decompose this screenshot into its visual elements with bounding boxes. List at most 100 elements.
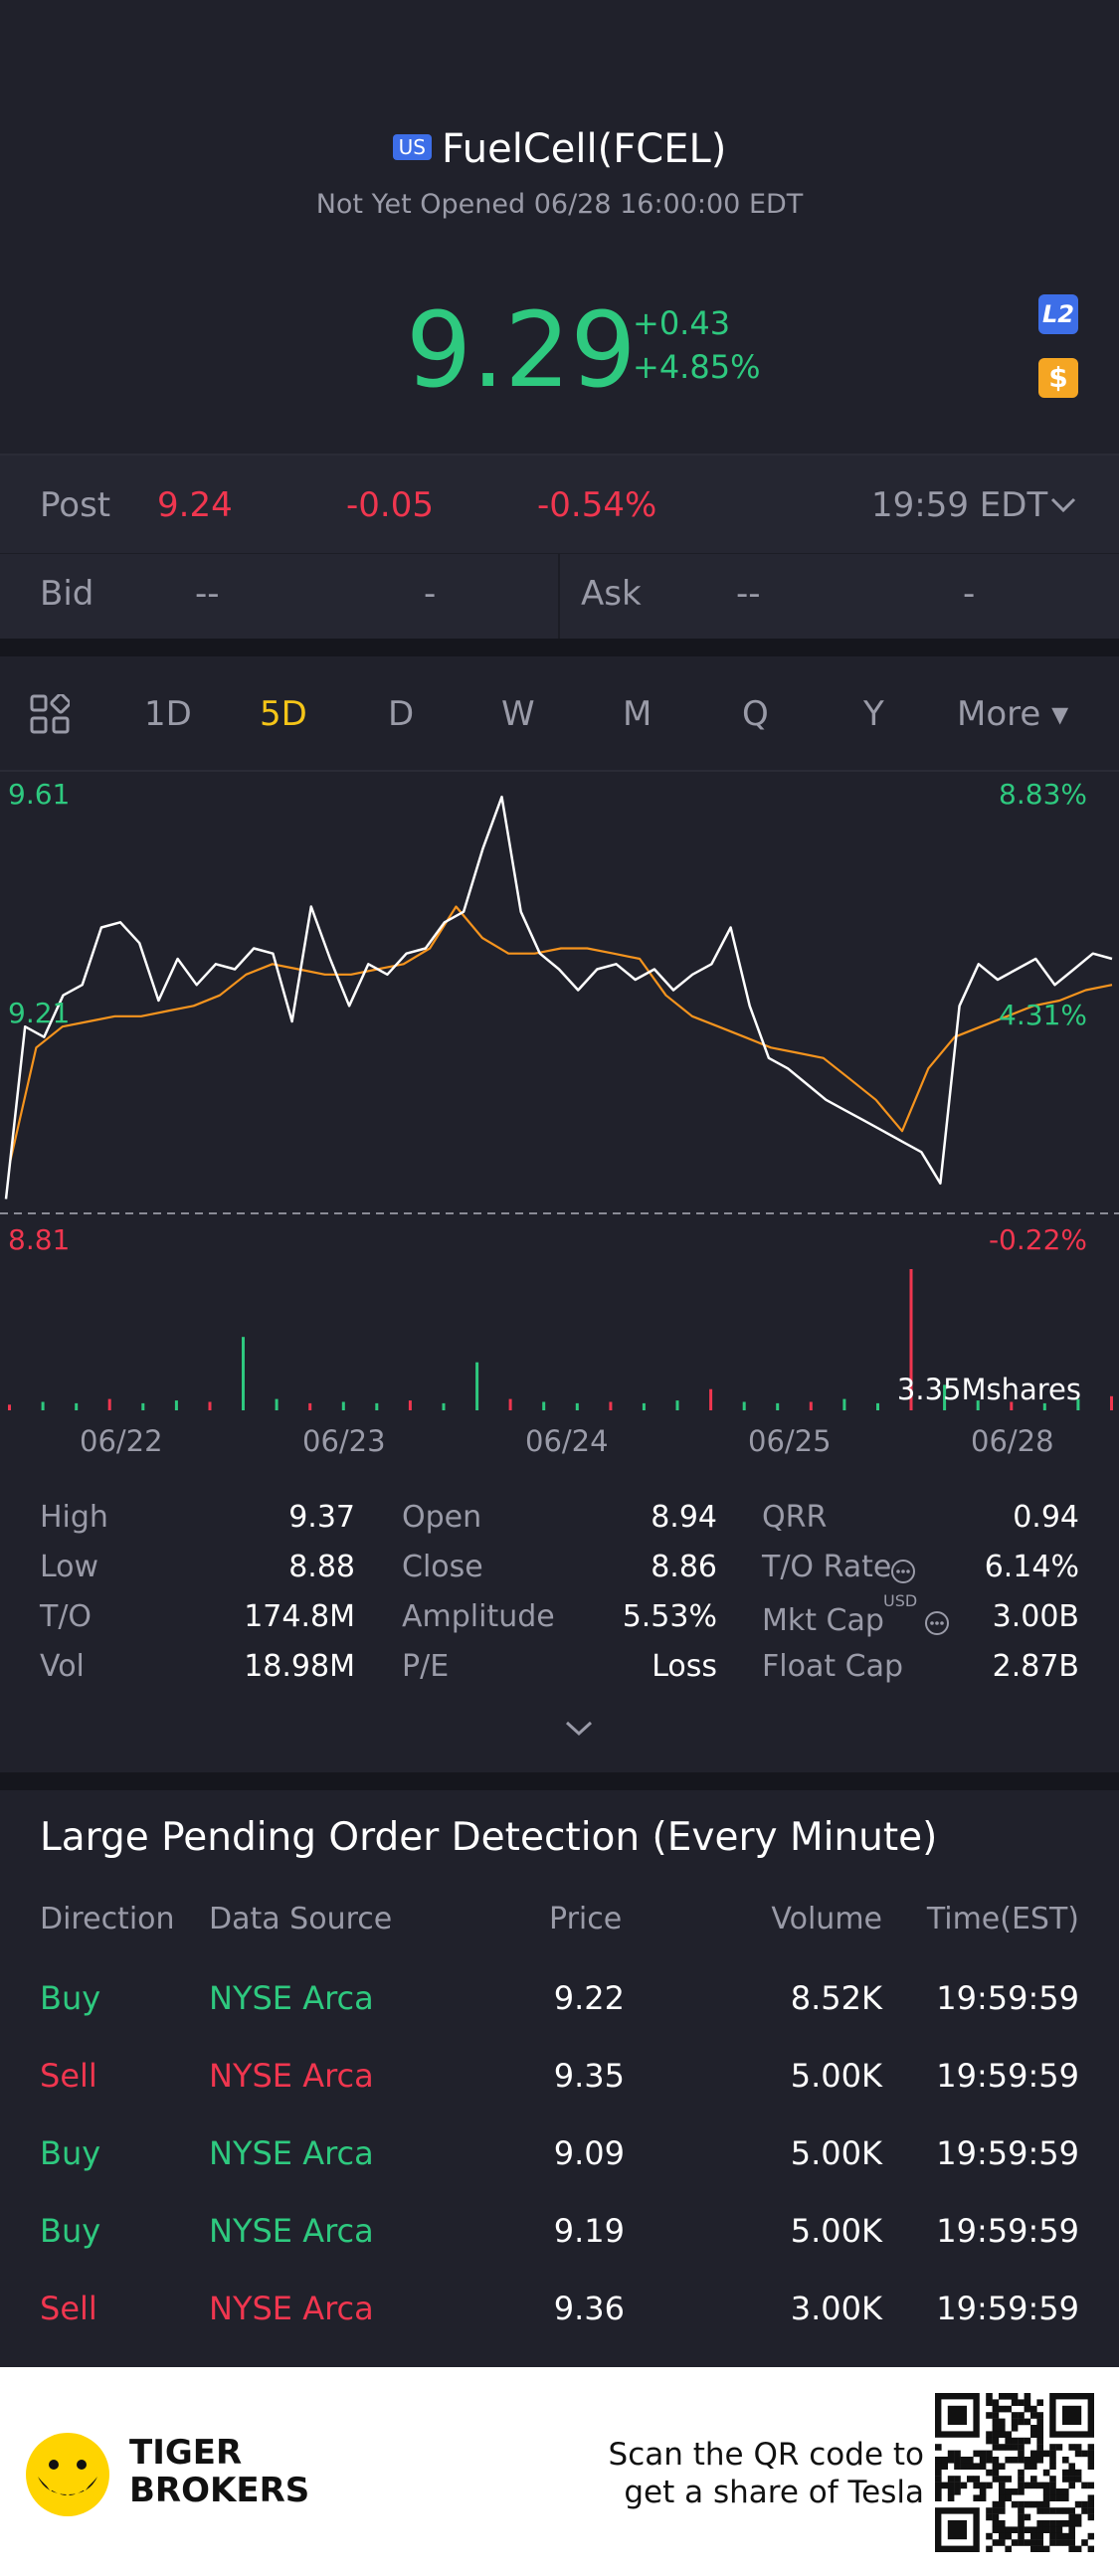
qr-code-icon[interactable] (935, 2393, 1094, 2552)
qr-module (1068, 2513, 1075, 2521)
ask-size: - (963, 574, 976, 614)
qr-module (1068, 2463, 1075, 2470)
post-change: -0.05 (346, 485, 434, 525)
chevron-down-icon[interactable] (563, 1717, 595, 1741)
qr-module (1036, 2437, 1043, 2445)
qr-module (1081, 2450, 1088, 2458)
post-time: 19:59 EDT (871, 485, 1048, 525)
tab-more[interactable]: More ▾ (957, 694, 1069, 734)
qr-module (1011, 2500, 1019, 2508)
qr-module (1081, 2539, 1088, 2546)
tab-w[interactable]: W (501, 694, 535, 734)
qr-module (1005, 2405, 1012, 2413)
qr-module (935, 2444, 942, 2451)
qr-module (947, 2457, 955, 2464)
x-label-0625: 06/25 (748, 1424, 832, 1458)
volume-bar (876, 1402, 879, 1410)
qr-module (992, 2520, 1000, 2527)
brand-name-line1: TIGER (129, 2433, 243, 2473)
stat-label-close: Close (402, 1550, 483, 1584)
tab-q[interactable]: Q (742, 694, 769, 734)
qr-module (1005, 2545, 1012, 2552)
qr-module (967, 2463, 974, 2470)
qr-module (979, 2488, 987, 2495)
qr-module (999, 2405, 1006, 2413)
qr-module (1055, 2507, 1063, 2514)
qr-module (1011, 2412, 1019, 2419)
volume-bar (609, 1401, 613, 1410)
qr-module (992, 2500, 1000, 2508)
qr-module (935, 2457, 942, 2464)
stat-label-high: High (40, 1500, 108, 1535)
qr-module (1074, 2520, 1082, 2527)
y-right-label-mid: 4.31% (999, 999, 1087, 1031)
qr-module (999, 2444, 1006, 2451)
qr-module (999, 2425, 1006, 2432)
chart-canvas[interactable] (0, 772, 1119, 1488)
post-market-row[interactable]: Post 9.24 -0.05 -0.54% 19:59 EDT (0, 454, 1119, 553)
section-divider (0, 1772, 1119, 1790)
tab-1d[interactable]: 1D (144, 694, 192, 734)
stock-header: US FuelCell(FCEL) Not Yet Opened 06/28 16… (0, 0, 1119, 453)
qr-module (999, 2539, 1006, 2546)
qr-module (999, 2482, 1006, 2489)
more-info-icon[interactable] (923, 1609, 951, 1637)
tab-d[interactable]: D (388, 694, 415, 734)
qr-module (1055, 2532, 1063, 2540)
qr-module (999, 2418, 1006, 2426)
qr-module (1081, 2507, 1088, 2514)
stat-value-pe: Loss (652, 1649, 717, 1684)
y-right-label-top: 8.83% (999, 778, 1087, 811)
qr-module (1087, 2463, 1094, 2470)
col-header-direction: Direction (40, 1902, 175, 1936)
qr-module (935, 2494, 942, 2501)
qr-module (1024, 2513, 1031, 2521)
bid-label: Bid (40, 574, 94, 614)
qr-module (1087, 2444, 1094, 2451)
qr-module (986, 2513, 993, 2521)
qr-module (999, 2393, 1006, 2400)
qr-module (1005, 2476, 1012, 2483)
qr-module (1042, 2520, 1050, 2527)
stat-label-float-cap: Float Cap (762, 1649, 904, 1684)
price-chart[interactable]: 9.61 9.21 8.81 8.83% 4.31% -0.22% 3.35Ms… (0, 772, 1119, 1488)
qr-module (1087, 2507, 1094, 2514)
qr-module (1055, 2444, 1063, 2451)
volume-bar (275, 1398, 279, 1410)
more-info-icon[interactable] (889, 1558, 917, 1585)
order-direction: Buy (40, 2134, 101, 2172)
qr-module (1068, 2444, 1075, 2451)
qr-module (954, 2457, 961, 2464)
grid-icon[interactable] (30, 694, 70, 734)
order-direction: Sell (40, 2057, 97, 2095)
tab-m[interactable]: M (623, 694, 653, 734)
qr-module (1062, 2476, 1069, 2483)
order-price: 9.35 (553, 2057, 625, 2095)
dollar-icon[interactable]: $ (1038, 358, 1078, 398)
qr-module (1068, 2476, 1075, 2483)
volume-label: 3.35Mshares (896, 1373, 1081, 1406)
qr-module (1074, 2545, 1082, 2552)
qr-module (954, 2450, 961, 2458)
order-volume: 5.00K (790, 2134, 882, 2172)
tab-y[interactable]: Y (863, 694, 884, 734)
qr-module (1087, 2457, 1094, 2464)
qr-module (1042, 2507, 1050, 2514)
chevron-down-icon[interactable] (1048, 493, 1078, 517)
promo-footer: TIGER BROKERS Scan the QR code to get a … (0, 2367, 1119, 2576)
market-status: Not Yet Opened 06/28 16:00:00 EDT (315, 189, 804, 220)
qr-module (1068, 2482, 1075, 2489)
qr-module (1018, 2500, 1025, 2508)
qr-module (1042, 2526, 1050, 2533)
level2-icon[interactable]: L2 (1038, 294, 1078, 334)
chart-period-tabs: 1D 5D D W M Q Y More ▾ (0, 656, 1119, 772)
tab-5d[interactable]: 5D (260, 694, 307, 734)
qr-module (973, 2482, 980, 2489)
qr-module (1042, 2482, 1050, 2489)
qr-module (1049, 2539, 1056, 2546)
qr-module (1087, 2532, 1094, 2540)
bid-ask-row: Bid -- - Ask -- - (0, 553, 1119, 640)
stat-label-pe: P/E (402, 1649, 450, 1684)
qr-module (1062, 2539, 1069, 2546)
stat-value-open: 8.94 (651, 1500, 717, 1535)
